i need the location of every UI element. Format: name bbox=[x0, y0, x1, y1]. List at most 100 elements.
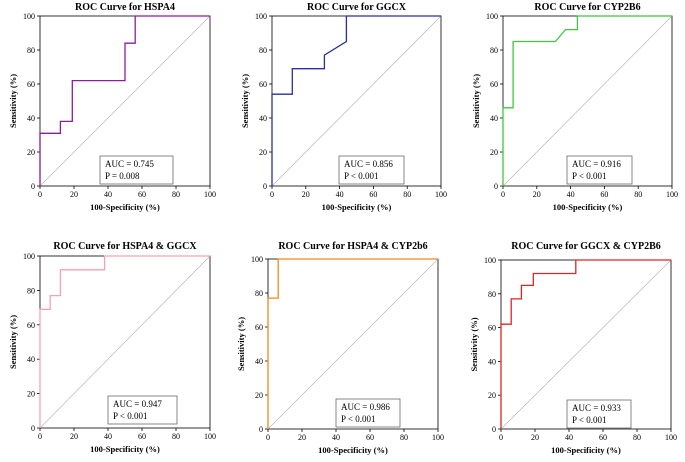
x-tick-label: 60 bbox=[138, 190, 146, 199]
p-value: P < 0.001 bbox=[341, 414, 376, 424]
y-tick-label: 80 bbox=[27, 286, 35, 295]
y-tick-label: 100 bbox=[23, 12, 35, 21]
auc-annotation-box bbox=[335, 398, 401, 428]
x-tick-label: 40 bbox=[567, 190, 575, 199]
y-tick-label: 60 bbox=[255, 323, 263, 332]
y-tick-label: 0 bbox=[263, 182, 267, 191]
x-tick-label: 100 bbox=[666, 190, 678, 199]
roc-curve-hspa4-ggcx bbox=[39, 255, 210, 428]
roc-curve-ggcx bbox=[271, 15, 441, 186]
auc-value: AUC = 0.933 bbox=[572, 403, 621, 413]
x-axis-label: 100-Specificity (%) bbox=[90, 444, 160, 454]
auc-annotation-box bbox=[107, 395, 178, 425]
y-tick-label: 0 bbox=[492, 425, 496, 434]
y-tick-label: 80 bbox=[259, 46, 267, 55]
y-axis-label: Sensitivity (%) bbox=[469, 317, 479, 371]
roc-panel-3: ROC Curve for CYP2B6 0 20 40 60 80 100 0 20 40 60 8… bbox=[471, 2, 678, 212]
y-tick-label: 20 bbox=[488, 391, 496, 400]
reference-diagonal bbox=[502, 15, 673, 187]
auc-value: AUC = 0.947 bbox=[113, 399, 162, 409]
y-tick-label: 60 bbox=[27, 80, 35, 89]
auc-value: AUC = 0.745 bbox=[105, 159, 154, 169]
y-tick-label: 20 bbox=[490, 148, 498, 157]
x-tick-label: 100 bbox=[432, 433, 444, 442]
y-axis-label: Sensitivity (%) bbox=[8, 315, 18, 369]
p-value: P < 0.001 bbox=[572, 415, 607, 425]
x-tick-label: 40 bbox=[565, 433, 573, 442]
roc-curve-cyp2b6 bbox=[502, 15, 672, 186]
y-tick-label: 40 bbox=[27, 114, 35, 123]
x-axis-label: 100-Specificity (%) bbox=[322, 202, 392, 212]
y-tick-label: 100 bbox=[255, 12, 267, 21]
x-tick-label: 0 bbox=[266, 433, 270, 442]
x-tick-label: 80 bbox=[403, 190, 411, 199]
roc-panel-2: ROC Curve for GGCX 0 20 40 60 80 100 0 20 40 60 80 1… bbox=[240, 2, 447, 212]
y-tick-label: 80 bbox=[27, 46, 35, 55]
x-tick-label: 60 bbox=[366, 433, 374, 442]
y-tick-label: 100 bbox=[251, 255, 263, 264]
x-tick-label: 100 bbox=[665, 433, 677, 442]
chart-title: ROC Curve for HSPA4 bbox=[75, 2, 175, 13]
x-tick-label: 40 bbox=[332, 433, 340, 442]
auc-value: AUC = 0.856 bbox=[344, 159, 393, 169]
reference-diagonal bbox=[39, 255, 211, 429]
y-tick-label: 80 bbox=[488, 290, 496, 299]
chart-title: ROC Curve for CYP2B6 bbox=[534, 2, 640, 13]
x-tick-label: 80 bbox=[634, 190, 642, 199]
chart-title: ROC Curve for GGCX & CYP2B6 bbox=[511, 241, 661, 252]
y-tick-label: 40 bbox=[27, 355, 35, 364]
x-tick-label: 80 bbox=[172, 190, 180, 199]
x-tick-label: 0 bbox=[38, 190, 42, 199]
y-tick-label: 100 bbox=[23, 252, 35, 261]
x-tick-label: 0 bbox=[499, 433, 503, 442]
x-tick-label: 60 bbox=[600, 190, 608, 199]
x-tick-label: 20 bbox=[302, 190, 310, 199]
x-tick-label: 20 bbox=[70, 432, 78, 441]
x-tick-label: 60 bbox=[138, 432, 146, 441]
reference-diagonal bbox=[267, 258, 439, 430]
x-tick-label: 40 bbox=[104, 190, 112, 199]
p-value: P = 0.008 bbox=[105, 171, 140, 181]
x-tick-label: 100 bbox=[435, 190, 447, 199]
auc-annotation-box bbox=[338, 155, 405, 185]
y-tick-label: 20 bbox=[27, 148, 35, 157]
y-tick-label: 0 bbox=[494, 182, 498, 191]
y-tick-label: 0 bbox=[259, 425, 263, 434]
y-tick-label: 60 bbox=[488, 324, 496, 333]
x-tick-label: 40 bbox=[104, 432, 112, 441]
y-tick-label: 40 bbox=[259, 114, 267, 123]
auc-value: AUC = 0.986 bbox=[341, 402, 390, 412]
y-tick-label: 0 bbox=[31, 424, 35, 433]
y-tick-label: 80 bbox=[490, 46, 498, 55]
x-tick-label: 0 bbox=[38, 432, 42, 441]
x-tick-label: 20 bbox=[531, 433, 539, 442]
x-axis-label: 100-Specificity (%) bbox=[90, 202, 160, 212]
x-tick-label: 60 bbox=[599, 433, 607, 442]
roc-curve-hspa4-cyp2b6 bbox=[267, 258, 438, 429]
x-tick-label: 80 bbox=[400, 433, 408, 442]
plot-frame bbox=[39, 15, 211, 187]
y-axis-label: Sensitivity (%) bbox=[8, 74, 18, 128]
y-tick-label: 20 bbox=[27, 390, 35, 399]
x-tick-label: 80 bbox=[633, 433, 641, 442]
y-tick-label: 100 bbox=[484, 256, 496, 265]
auc-annotation-box bbox=[566, 399, 632, 429]
x-tick-label: 0 bbox=[270, 190, 274, 199]
p-value: P < 0.001 bbox=[572, 171, 607, 181]
x-axis-label: 100-Specificity (%) bbox=[553, 202, 623, 212]
auc-annotation-box bbox=[99, 155, 174, 185]
roc-panel-6: ROC Curve for GGCX & CYP2B6 0 20 40 60 80 100 0… bbox=[469, 241, 677, 455]
y-axis-label: Sensitivity (%) bbox=[471, 74, 481, 128]
y-tick-label: 60 bbox=[259, 80, 267, 89]
y-tick-label: 80 bbox=[255, 289, 263, 298]
reference-diagonal bbox=[39, 15, 211, 187]
x-axis-label: 100-Specificity (%) bbox=[318, 445, 388, 455]
y-axis-label: Sensitivity (%) bbox=[240, 74, 250, 128]
y-tick-label: 0 bbox=[31, 182, 35, 191]
x-axis-label: 100-Specificity (%) bbox=[551, 445, 621, 455]
y-tick-label: 40 bbox=[490, 114, 498, 123]
chart-title: ROC Curve for HSPA4 & GGCX bbox=[53, 241, 197, 252]
x-tick-label: 20 bbox=[533, 190, 541, 199]
x-tick-label: 100 bbox=[204, 190, 216, 199]
